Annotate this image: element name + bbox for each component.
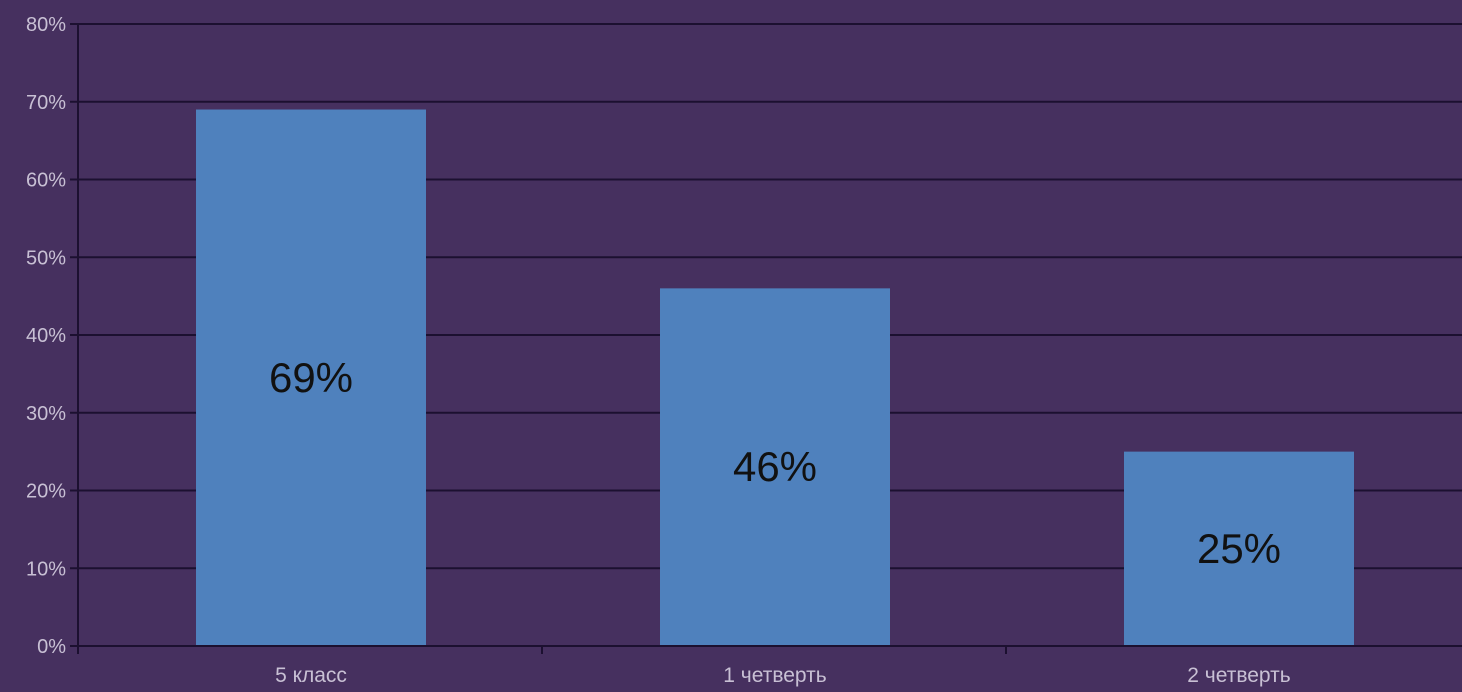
y-tick-label: 70% bbox=[26, 92, 66, 114]
x-tick-label: 5 класс bbox=[275, 664, 347, 687]
bar-1 bbox=[196, 109, 426, 646]
y-tick-label: 40% bbox=[26, 325, 66, 347]
y-tick-label: 80% bbox=[26, 14, 66, 36]
y-tick-labels: 0% 10% 20% 30% 40% 50% 60% 70% 80% bbox=[26, 14, 66, 658]
bar-3 bbox=[1124, 451, 1354, 646]
bars bbox=[196, 109, 1354, 646]
x-tick-label: 1 четверть bbox=[723, 664, 826, 687]
bar-2 bbox=[660, 288, 890, 646]
data-labels: 69% 46% 25% bbox=[269, 354, 1281, 572]
y-tick-label: 0% bbox=[37, 636, 66, 658]
bar-value-label: 25% bbox=[1197, 525, 1281, 572]
bar-value-label: 46% bbox=[733, 443, 817, 490]
axes bbox=[70, 23, 1462, 654]
x-tick-label: 2 четверть bbox=[1187, 664, 1290, 687]
bar-value-label: 69% bbox=[269, 354, 353, 401]
y-tick-label: 50% bbox=[26, 247, 66, 269]
x-tick-labels: 5 класс 1 четверть 2 четверть bbox=[275, 664, 1291, 687]
y-tick-label: 60% bbox=[26, 170, 66, 192]
y-tick-label: 10% bbox=[26, 558, 66, 580]
y-tick-label: 20% bbox=[26, 481, 66, 503]
y-tick-label: 30% bbox=[26, 403, 66, 425]
